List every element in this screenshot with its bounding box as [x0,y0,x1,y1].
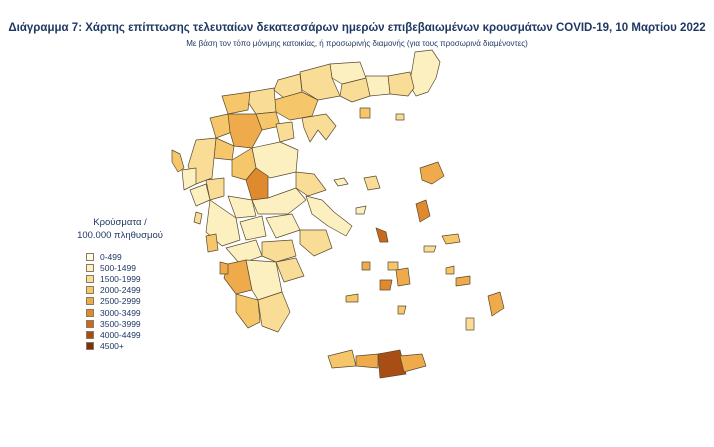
region-rodopi [387,71,415,97]
legend-list: 0-499 500-1499 1500-1999 2000-2499 2500-2999… [70,251,190,352]
legend-swatch [86,342,94,351]
region-zakynthos [219,261,229,275]
legend-item: 0-499 [86,251,190,262]
region-ikaria [423,245,437,253]
region-paros [379,279,393,291]
legend-swatch [86,297,94,306]
region-milos [345,293,359,303]
region-mykonos [387,261,399,271]
region-evia [305,195,353,237]
region-arta [205,177,225,201]
legend-title-line2: 100.000 πληθυσμού [77,230,163,241]
region-chios [415,199,431,223]
legend-label: 4500+ [100,341,124,352]
region-grevena [213,137,235,161]
region-attica [299,229,333,257]
legend-swatch [86,263,94,272]
legend-item: 2000-2499 [86,285,190,296]
map-subtitle: Με βάση τον τόπο μόνιμης κατοικίας, ή πρ… [186,39,528,48]
legend: Κρούσματα / 100.000 πληθυσμού 0-499 500-1… [70,216,190,352]
region-pieria [275,121,295,143]
region-syros [361,261,371,271]
region-kozani [227,113,263,149]
region-kalymnos [445,265,455,275]
legend-item: 4000-4499 [86,329,190,340]
region-sporades [333,177,349,187]
legend-item: 2500-2999 [86,296,190,307]
region-karditsa [245,167,269,201]
region-preveza [189,183,211,207]
region-rethymno [355,353,379,369]
region-thira [397,305,407,315]
region-andros [375,227,389,243]
legend-label: 3000-3499 [100,307,141,318]
region-kerkyra [171,149,185,173]
legend-swatch [86,308,94,317]
region-samos [441,233,461,245]
legend-label: 3500-3999 [100,318,141,329]
legend-label: 2000-2499 [100,285,141,296]
region-ilia [223,259,253,295]
map-title: Διάγραμμα 7: Χάρτης επίπτωσης τελευταίων… [8,22,706,34]
legend-item: 4500+ [86,341,190,352]
region-kos [455,275,471,287]
region-chania [327,349,357,369]
legend-label: 2500-2999 [100,296,141,307]
region-florina [221,91,251,115]
region-lesvos [419,161,445,185]
region-argolida [275,257,305,283]
legend-swatch [86,286,94,295]
region-viotia [265,213,301,239]
region-karpathos [465,317,475,331]
legend-swatch [86,252,94,261]
legend-item: 500-1499 [86,262,190,273]
region-samothraki [395,113,405,121]
legend-label: 4000-4499 [100,329,141,340]
legend-item: 1500-1999 [86,273,190,284]
region-messinia [235,293,261,329]
region-evrytania [227,195,257,219]
region-thesprotia [181,167,197,191]
region-chalkidiki [301,113,337,143]
region-evros [408,49,441,97]
region-skyros [355,205,367,215]
legend-swatch [86,319,94,328]
legend-label: 1500-1999 [100,273,141,284]
region-pella [247,87,277,115]
legend-label: 500-1499 [100,262,136,273]
legend-title: Κρούσματα / 100.000 πληθυσμού [70,216,170,242]
region-lefkada [193,211,203,225]
region-limnos [363,175,381,191]
legend-item: 3500-3999 [86,318,190,329]
legend-swatch [86,330,94,339]
region-magnesia [295,171,327,197]
region-lasithi [399,353,427,373]
legend-swatch [86,274,94,283]
region-kefalonia [205,233,219,253]
region-korinthia [261,239,297,263]
region-irakleio [377,349,407,379]
legend-title-line1: Κρούσματα / [93,217,147,228]
region-naxos [395,267,411,287]
region-lakonia [257,291,291,333]
legend-label: 0-499 [100,251,122,262]
legend-item: 3000-3499 [86,307,190,318]
region-fokida [239,215,267,241]
region-thasos [359,107,371,119]
region-fthiotida [251,187,307,215]
region-rodos [487,291,505,317]
